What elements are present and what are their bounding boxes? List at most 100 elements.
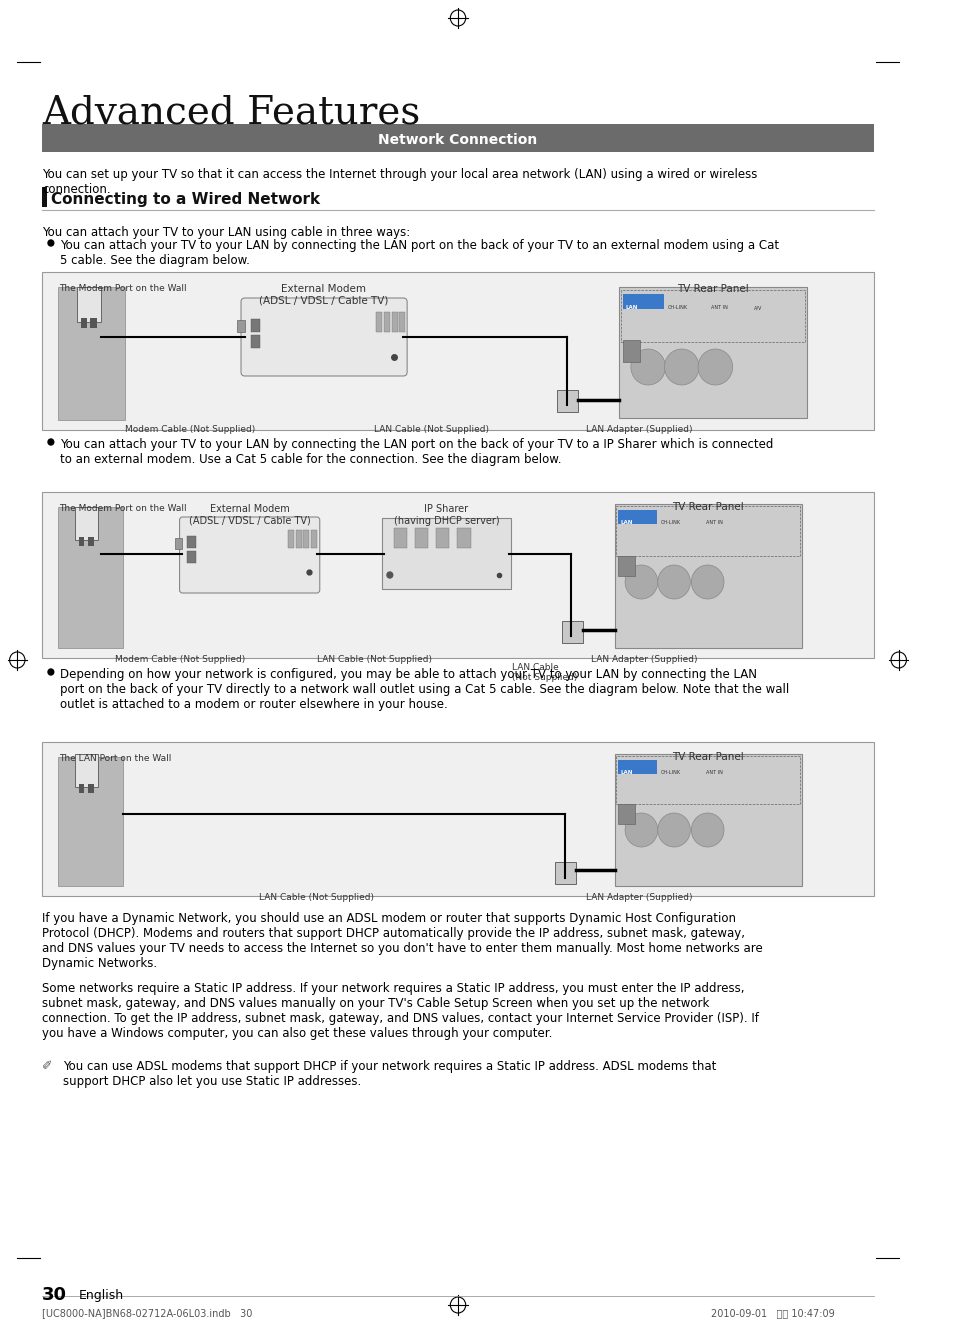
Text: [UC8000-NA]BN68-02712A-06L03.indb   30: [UC8000-NA]BN68-02712A-06L03.indb 30 <box>42 1308 253 1318</box>
Bar <box>616 506 799 556</box>
Circle shape <box>48 240 53 246</box>
Bar <box>614 505 801 649</box>
Text: You can attach your TV to your LAN by connecting the LAN port on the back of you: You can attach your TV to your LAN by co… <box>59 239 778 267</box>
Bar <box>618 556 634 576</box>
Circle shape <box>657 565 690 598</box>
Bar <box>75 507 98 540</box>
Text: LAN Adapter (Supplied): LAN Adapter (Supplied) <box>590 655 697 664</box>
Text: TV Rear Panel: TV Rear Panel <box>671 752 742 762</box>
Bar <box>561 621 582 643</box>
Text: TV Rear Panel: TV Rear Panel <box>671 502 742 513</box>
Text: TV Rear Panel: TV Rear Panel <box>676 284 747 295</box>
Circle shape <box>657 812 690 847</box>
Circle shape <box>691 812 723 847</box>
Text: Modem Cable (Not Supplied): Modem Cable (Not Supplied) <box>125 425 254 435</box>
Bar <box>394 528 407 548</box>
Bar <box>42 272 873 431</box>
Bar <box>618 760 656 774</box>
Text: 30: 30 <box>42 1287 67 1304</box>
FancyBboxPatch shape <box>179 517 319 593</box>
Text: You can attach your TV to your LAN using cable in three ways:: You can attach your TV to your LAN using… <box>42 226 410 239</box>
Bar <box>79 538 85 546</box>
Bar <box>620 291 803 342</box>
Bar <box>251 336 260 347</box>
Text: LAN: LAN <box>619 770 632 775</box>
Text: 2010-09-01   오전 10:47:09: 2010-09-01 오전 10:47:09 <box>710 1308 834 1318</box>
Text: LAN Adapter (Supplied): LAN Adapter (Supplied) <box>585 893 692 902</box>
Bar <box>42 124 873 152</box>
Text: You can set up your TV so that it can access the Internet through your local are: You can set up your TV so that it can ac… <box>42 168 757 196</box>
Bar <box>311 530 316 548</box>
Text: CH-LINK: CH-LINK <box>659 770 680 775</box>
Text: Modem Cable (Not Supplied): Modem Cable (Not Supplied) <box>115 655 245 664</box>
Bar <box>288 530 294 548</box>
Bar <box>376 312 382 332</box>
Bar <box>75 754 98 787</box>
Text: LAN Cable (Not Supplied): LAN Cable (Not Supplied) <box>259 893 374 902</box>
Bar <box>555 863 576 884</box>
Text: ANT IN: ANT IN <box>705 770 721 775</box>
Bar <box>384 312 390 332</box>
Text: ANT IN: ANT IN <box>710 305 727 310</box>
Text: Depending on how your network is configured, you may be able to attach your TV t: Depending on how your network is configu… <box>59 668 788 711</box>
Bar <box>456 528 470 548</box>
Bar <box>77 287 101 322</box>
Bar <box>392 312 397 332</box>
Bar <box>187 551 195 563</box>
Text: LAN: LAN <box>619 520 632 524</box>
Text: If you have a Dynamic Network, you should use an ADSL modem or router that suppo: If you have a Dynamic Network, you shoul… <box>42 911 762 970</box>
Text: A/V: A/V <box>753 305 761 310</box>
Bar <box>89 783 94 793</box>
Text: Advanced Features: Advanced Features <box>42 95 420 132</box>
Polygon shape <box>57 757 123 886</box>
Circle shape <box>387 572 393 579</box>
Text: LAN Adapter (Supplied): LAN Adapter (Supplied) <box>585 425 692 435</box>
Bar <box>622 339 639 362</box>
Bar <box>557 390 578 412</box>
Bar <box>174 538 182 550</box>
Bar <box>42 491 873 658</box>
Text: The Modem Port on the Wall: The Modem Port on the Wall <box>59 284 187 293</box>
Bar <box>42 742 873 896</box>
Circle shape <box>48 668 53 675</box>
Bar <box>237 320 245 332</box>
Text: LAN: LAN <box>624 305 637 310</box>
Bar <box>251 318 260 332</box>
Text: CH-LINK: CH-LINK <box>659 520 680 524</box>
Circle shape <box>630 349 665 384</box>
Bar <box>618 287 805 417</box>
Text: External Modem
(ADSL / VDSL / Cable TV): External Modem (ADSL / VDSL / Cable TV) <box>258 284 388 305</box>
Text: The LAN Port on the Wall: The LAN Port on the Wall <box>59 754 172 764</box>
Bar <box>618 510 656 524</box>
Circle shape <box>698 349 732 384</box>
Text: Connecting to a Wired Network: Connecting to a Wired Network <box>51 192 319 207</box>
Bar <box>89 538 94 546</box>
Polygon shape <box>57 507 123 649</box>
Text: Network Connection: Network Connection <box>378 133 537 147</box>
Text: Some networks require a Static IP address. If your network requires a Static IP : Some networks require a Static IP addres… <box>42 982 759 1040</box>
FancyBboxPatch shape <box>382 518 510 589</box>
Bar <box>187 536 195 548</box>
Circle shape <box>664 349 699 384</box>
Text: ANT IN: ANT IN <box>705 520 721 524</box>
Bar <box>81 318 88 328</box>
Text: You can attach your TV to your LAN by connecting the LAN port on the back of you: You can attach your TV to your LAN by co… <box>59 439 772 466</box>
Circle shape <box>624 812 657 847</box>
Text: LAN Cable (Not Supplied): LAN Cable (Not Supplied) <box>375 425 489 435</box>
Bar <box>91 318 97 328</box>
Text: ✐: ✐ <box>42 1059 52 1073</box>
Circle shape <box>691 565 723 598</box>
Bar <box>616 756 799 804</box>
Polygon shape <box>57 287 125 420</box>
FancyBboxPatch shape <box>241 299 407 376</box>
Text: CH-LINK: CH-LINK <box>667 305 687 310</box>
Bar <box>79 783 85 793</box>
Bar <box>303 530 309 548</box>
Bar <box>436 528 449 548</box>
Text: External Modem
(ADSL / VDSL / Cable TV): External Modem (ADSL / VDSL / Cable TV) <box>189 505 311 526</box>
Text: IP Sharer
(having DHCP server): IP Sharer (having DHCP server) <box>394 505 498 526</box>
Text: The Modem Port on the Wall: The Modem Port on the Wall <box>59 505 187 513</box>
Bar <box>614 754 801 886</box>
Text: You can use ADSL modems that support DHCP if your network requires a Static IP a: You can use ADSL modems that support DHC… <box>63 1059 716 1089</box>
Text: English: English <box>79 1289 124 1303</box>
